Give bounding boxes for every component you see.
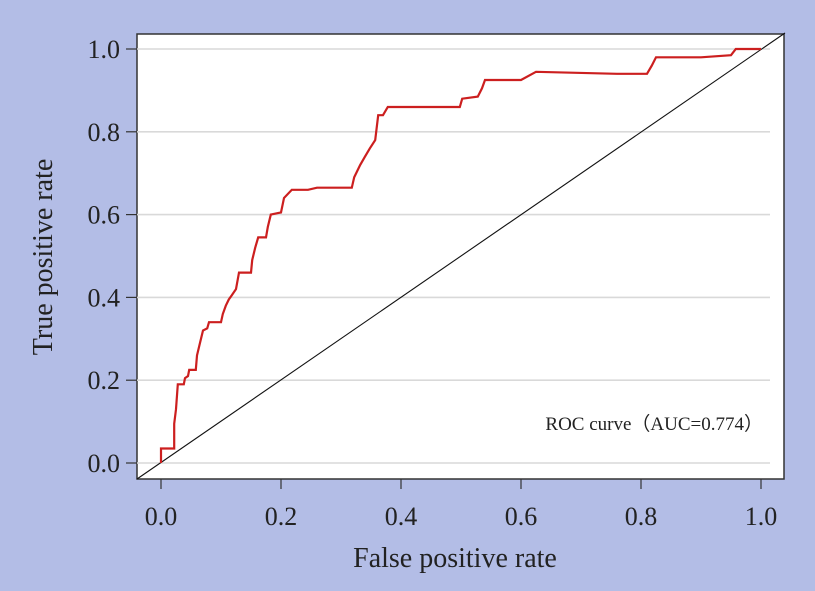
y-tick-label: 0.0 (88, 449, 121, 478)
x-axis-title: False positive rate (353, 543, 557, 574)
axes: 0.0 0.2 0.4 0.6 0.8 1.0 0.0 0.2 0.4 0.6 0.8 1.0 (88, 35, 778, 531)
x-tick-label: 0.4 (385, 502, 418, 531)
y-tick-label: 0.8 (88, 118, 121, 147)
y-axis-title: True positive rate (28, 159, 59, 356)
diagonal-line (136, 32, 786, 480)
y-tick-label: 0.2 (88, 366, 121, 395)
x-tick-label: 0.2 (265, 502, 298, 531)
x-tick-label: 0.6 (505, 502, 538, 531)
x-tick-label: 0.0 (145, 502, 178, 531)
reference-diagonal (136, 32, 786, 480)
x-tick-label: 0.8 (625, 502, 658, 531)
x-tick-label: 1.0 (745, 502, 778, 531)
y-tick-label: 0.6 (88, 201, 121, 230)
annotation-label: ROC curve（AUC=0.774） (545, 413, 763, 435)
grid-lines (137, 48, 770, 464)
y-tick-label: 1.0 (88, 35, 121, 64)
y-tick-label: 0.4 (88, 283, 121, 312)
roc-curve-line (159, 47, 761, 463)
roc-curve-series (159, 47, 761, 463)
